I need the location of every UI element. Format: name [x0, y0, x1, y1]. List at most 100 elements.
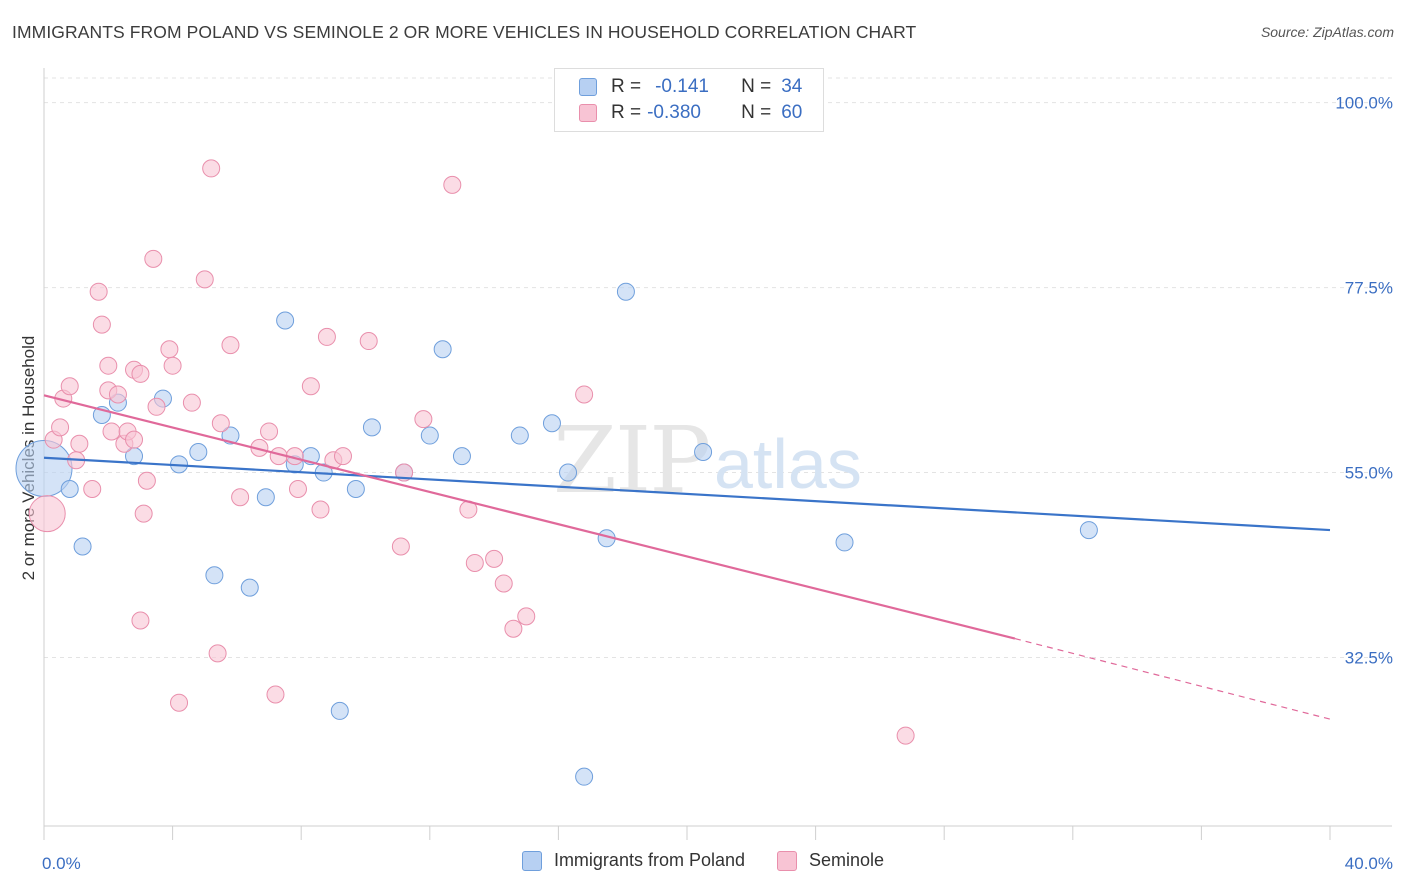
poland-point [362, 418, 381, 437]
seminole-point [896, 726, 915, 745]
x-tick-label: 0.0% [42, 854, 81, 873]
seminole-point [575, 385, 594, 404]
seminole-swatch-icon [579, 104, 597, 122]
poland-point [276, 311, 295, 330]
seminole-trend-line [43, 394, 1016, 640]
r-label: R = [611, 102, 642, 123]
poland-point [835, 533, 854, 552]
poland-point [60, 479, 79, 498]
poland-point [1079, 521, 1098, 540]
poland-point [433, 340, 452, 359]
poland-point [240, 578, 259, 597]
poland-point [452, 447, 471, 466]
seminole-point [89, 282, 108, 301]
poland-point [616, 282, 635, 301]
poland-point [205, 566, 224, 585]
chart-title: IMMIGRANTS FROM POLAND VS SEMINOLE 2 OR … [12, 22, 917, 42]
seminole-point [517, 607, 536, 626]
seminole-point [134, 504, 153, 523]
source-label: Source: ZipAtlas.com [1260, 24, 1394, 40]
seminole-point [231, 488, 250, 507]
n-label: N = [741, 76, 772, 97]
legend-item-poland: Immigrants from Poland [521, 850, 746, 871]
seminole-point [208, 644, 227, 663]
poland-point [256, 488, 275, 507]
seminole-trend-extension [1014, 638, 1331, 720]
legend-row-poland: R = -0.141 N = 34 [579, 75, 802, 99]
seminole-point [125, 430, 144, 449]
seminole-point [288, 479, 307, 498]
poland-point [189, 443, 208, 461]
seminole-point [359, 332, 378, 351]
seminole-point [443, 175, 462, 194]
n-value: 34 [781, 76, 803, 97]
seminole-point [317, 327, 336, 346]
watermark-atlas: atlas [714, 425, 862, 503]
seminole-point [60, 377, 79, 396]
seminole-point [414, 410, 433, 429]
r-value: -0.380 [647, 102, 701, 123]
seminole-point [266, 685, 285, 704]
seminole-point [465, 553, 484, 572]
poland-point [542, 414, 561, 433]
legend-label: Seminole [809, 850, 885, 870]
seminole-point [333, 447, 352, 466]
r-value: -0.141 [655, 76, 709, 97]
seminole-point [170, 693, 189, 712]
poland-swatch-icon [579, 78, 597, 96]
seminole-point [137, 471, 156, 490]
poland-swatch-icon [521, 850, 542, 871]
watermark-zip: ZIP [553, 407, 709, 514]
seminole-point [92, 315, 111, 334]
seminole-point [211, 414, 230, 433]
seminole-point [311, 500, 330, 519]
legend-item-seminole: Seminole [777, 850, 884, 871]
seminole-point [485, 549, 504, 568]
seminole-point [260, 422, 279, 441]
seminole-point [504, 619, 523, 638]
y-tick-label: 32.5% [1345, 648, 1393, 667]
poland-point [221, 426, 240, 445]
seminole-point [99, 356, 118, 375]
seminole-point [70, 434, 89, 453]
seminole-point [108, 385, 127, 404]
legend-label: Immigrants from Poland [553, 850, 746, 870]
seminole-point [494, 574, 513, 593]
seminole-point [131, 364, 150, 383]
seminole-point [102, 422, 121, 441]
seminole-point [195, 270, 214, 289]
poland-point [346, 479, 365, 498]
r-label: R = [611, 76, 642, 97]
seminole-point [391, 537, 410, 556]
seminole-point [182, 393, 201, 412]
seminole-point [131, 611, 150, 630]
poland-point [575, 767, 594, 786]
x-tick-label: 40.0% [1345, 854, 1393, 873]
seminole-point [147, 397, 166, 416]
stats-legend: R = -0.141 N = 34 R = -0.380 N = 60 [554, 68, 824, 132]
seminole-point [144, 249, 163, 268]
poland-point [73, 537, 92, 556]
legend-row-seminole: R = -0.380 N = 60 [579, 101, 802, 125]
y-tick-label: 100.0% [1335, 94, 1393, 113]
seminole-point [301, 377, 320, 396]
poland-point [694, 443, 713, 461]
n-label: N = [741, 102, 772, 123]
poland-trend-line [43, 456, 1331, 532]
seminole-point [163, 356, 182, 375]
seminole-point [83, 479, 102, 498]
seminole-swatch-icon [777, 850, 798, 871]
poland-point [330, 701, 349, 720]
poland-point [510, 426, 529, 445]
poland-point [559, 463, 578, 482]
seminole-point [202, 159, 221, 178]
seminole-point [160, 340, 179, 359]
poland-point [420, 426, 439, 445]
series-legend: Immigrants from Poland Seminole [0, 850, 1406, 871]
y-tick-label: 77.5% [1345, 279, 1393, 298]
seminole-point [51, 418, 70, 437]
y-tick-label: 55.0% [1345, 464, 1393, 483]
seminole-point [221, 336, 240, 355]
seminole-point [28, 495, 66, 533]
